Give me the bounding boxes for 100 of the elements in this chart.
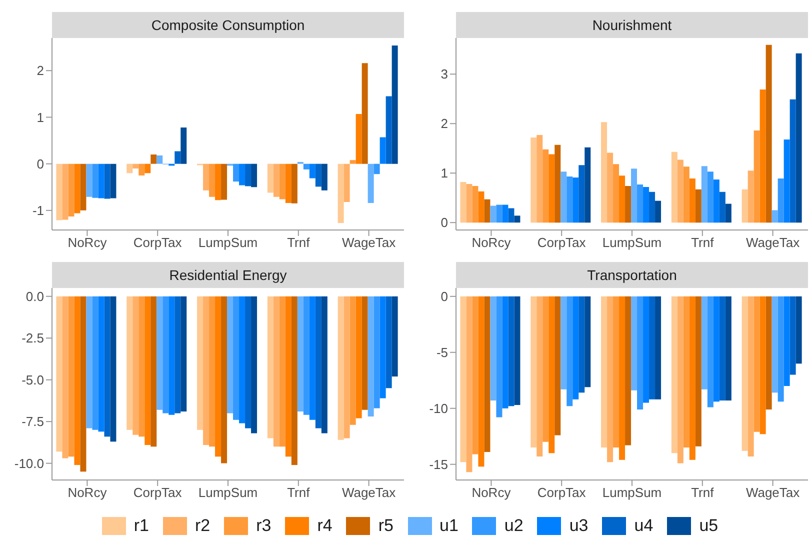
- bar: [233, 164, 240, 182]
- bar: [742, 189, 748, 223]
- bar: [671, 152, 678, 223]
- y-tick-label: 3: [440, 66, 448, 82]
- bar: [344, 164, 350, 202]
- bar: [126, 164, 133, 174]
- bar: [62, 164, 68, 220]
- bar: [356, 114, 362, 164]
- x-tick-label: WageTax: [746, 235, 800, 250]
- bar: [625, 186, 632, 223]
- x-tick-label: Trnf: [691, 235, 714, 250]
- y-tick-label: -1: [32, 203, 44, 218]
- bar: [536, 134, 543, 223]
- y-tick-label: 0: [36, 156, 44, 172]
- y-tick-label: 0: [440, 289, 448, 304]
- bar: [203, 164, 210, 190]
- x-tick-label: Trnf: [287, 235, 310, 250]
- bar: [643, 186, 650, 223]
- bar: [267, 164, 274, 193]
- x-tick-label: CorpTax: [133, 235, 182, 250]
- y-tick-label: -5: [436, 344, 448, 360]
- bar: [56, 164, 62, 220]
- bar: [98, 164, 104, 198]
- bar: [514, 216, 520, 223]
- bar: [719, 192, 726, 223]
- x-tick-label: Trnf: [287, 485, 310, 500]
- bar: [239, 164, 246, 186]
- bar: [273, 164, 280, 197]
- bar: [766, 44, 772, 223]
- bar: [74, 164, 80, 214]
- legend-label: r3: [256, 516, 272, 536]
- bar: [496, 204, 502, 223]
- bar: [619, 176, 626, 223]
- bar: [566, 176, 573, 223]
- legend-label: u3: [569, 516, 588, 536]
- bar: [460, 182, 466, 223]
- bar: [683, 166, 690, 223]
- bar: [778, 178, 784, 223]
- legend-label: r1: [134, 516, 149, 536]
- bar: [772, 210, 778, 223]
- legend-label: u4: [634, 516, 654, 536]
- bar: [572, 178, 579, 223]
- y-tick-label: -10.0: [14, 456, 44, 471]
- bar: [637, 184, 644, 223]
- bar: [484, 199, 490, 223]
- chart-title: Residential Energy: [52, 262, 404, 288]
- bar: [156, 155, 163, 164]
- bar: [725, 204, 732, 223]
- x-tick-label: CorpTax: [133, 485, 182, 500]
- x-tick-label: LumpSum: [198, 235, 258, 250]
- bar: [584, 147, 591, 223]
- bar: [490, 206, 496, 223]
- bar: [607, 152, 614, 223]
- bar: [689, 178, 696, 223]
- bar: [221, 164, 228, 200]
- x-tick-label: LumpSum: [602, 485, 662, 500]
- bar: [796, 53, 802, 223]
- y-tick-label: -2.5: [22, 330, 44, 346]
- bar: [502, 204, 508, 223]
- bar: [362, 63, 368, 164]
- bar: [309, 164, 316, 178]
- bar: [386, 96, 392, 164]
- bar: [478, 191, 484, 223]
- bar: [790, 99, 796, 223]
- chart-title: Nourishment: [456, 12, 808, 38]
- x-tick-label: LumpSum: [198, 485, 258, 500]
- bar: [368, 164, 374, 203]
- bar: [466, 184, 472, 223]
- bar: [350, 160, 356, 164]
- legend-label: u1: [440, 516, 458, 536]
- bar: [338, 164, 344, 224]
- y-tick-label: 2: [440, 116, 448, 132]
- bar: [748, 170, 754, 223]
- bar: [695, 189, 702, 223]
- bar: [110, 164, 116, 198]
- legend-label: u5: [699, 516, 718, 536]
- x-tick-label: LumpSum: [602, 235, 662, 250]
- bar: [144, 164, 151, 174]
- bar: [138, 164, 145, 176]
- bar: [631, 168, 638, 223]
- bar: [560, 172, 567, 223]
- y-tick-label: 2: [36, 63, 44, 78]
- bar: [542, 149, 549, 223]
- chart-title: Composite Consumption: [52, 12, 404, 38]
- bar: [215, 164, 222, 200]
- x-tick-label: CorpTax: [537, 235, 586, 250]
- y-tick-label: 0.0: [26, 288, 44, 304]
- bar: [209, 164, 216, 197]
- bar: [649, 192, 656, 223]
- bar: [508, 208, 514, 223]
- bar: [174, 151, 181, 164]
- y-tick-label: -15: [429, 456, 448, 472]
- bar: [554, 144, 561, 223]
- legend-label: r4: [317, 516, 332, 536]
- x-tick-label: WageTax: [342, 485, 396, 500]
- bar: [68, 164, 74, 216]
- bar: [80, 164, 86, 210]
- bar: [613, 164, 620, 223]
- bar: [374, 164, 380, 174]
- y-tick-label: -10: [429, 400, 448, 416]
